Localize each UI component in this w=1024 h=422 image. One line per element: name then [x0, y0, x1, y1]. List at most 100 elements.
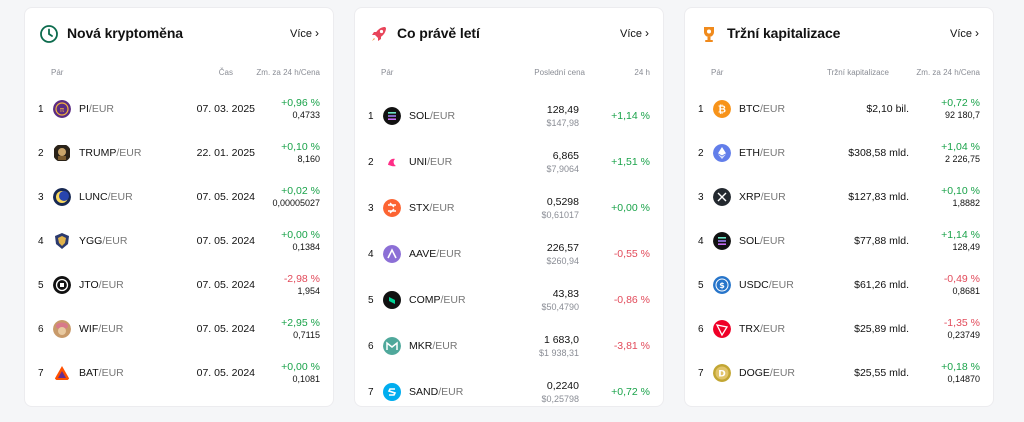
table-row[interactable]: 4 SOL/EUR $77,88 mld. +1,14 % 128,49 — [685, 219, 993, 263]
price: 0,8681 — [952, 286, 980, 296]
rank: 2 — [38, 148, 44, 159]
pair-base: PI — [79, 103, 89, 115]
pair-quote: /EUR — [436, 248, 462, 260]
rank: 3 — [38, 192, 44, 203]
listing-date: 22. 01. 2025 — [196, 147, 255, 159]
pair: USDC/EUR — [739, 279, 794, 291]
pair-quote: /EUR — [440, 294, 466, 306]
table-row[interactable]: 1 π PI/EUR 07. 03. 2025 +0,96 % 0,4733 — [25, 87, 333, 131]
price: 1,954 — [297, 286, 320, 296]
change-24h: +0,18 % — [941, 361, 980, 373]
chevron-right-icon: › — [645, 26, 649, 40]
pair-base: JTO — [79, 279, 99, 291]
usd-price: $147,98 — [546, 118, 579, 128]
more-link[interactable]: Více › — [620, 26, 649, 40]
svg-text:$: $ — [719, 281, 725, 290]
change-24h: +0,02 % — [281, 185, 320, 197]
table-row[interactable]: 3 XRP/EUR $127,83 mld. +0,10 % 1,8882 — [685, 175, 993, 219]
pair-quote: /EUR — [760, 103, 786, 115]
rank: 6 — [38, 324, 44, 335]
pair-quote: /EUR — [102, 235, 128, 247]
pair-quote: /EUR — [116, 147, 142, 159]
mkr-coin-icon — [383, 337, 401, 355]
change-24h: +0,96 % — [281, 97, 320, 109]
last-price: 226,57 — [546, 242, 579, 254]
price: 92 180,7 — [944, 110, 980, 120]
price: 8,160 — [297, 154, 320, 164]
btc-coin-icon: ₿ — [713, 100, 731, 118]
table-row[interactable]: 5 COMP/EUR 43,83 $50,4790 -0,86 % — [355, 278, 663, 322]
pair-base: TRUMP — [79, 147, 117, 159]
market-cap: $25,55 mld. — [854, 367, 909, 379]
rank: 6 — [698, 324, 704, 335]
pair: TRX/EUR — [739, 323, 785, 335]
pair: AAVE/EUR — [409, 248, 461, 260]
last-price: 1 683,0 — [543, 334, 579, 346]
more-label: Více — [619, 28, 642, 40]
table-row[interactable]: 2 UNI/EUR 6,865 $7,9064 +1,51 % — [355, 140, 663, 184]
column-header-pair: Pár — [711, 68, 724, 77]
table-row[interactable]: 2 TRUMP/EUR 22. 01. 2025 +0,10 % 8,160 — [25, 131, 333, 175]
card-title: Nová kryptoměna — [67, 25, 183, 41]
change-24h: -0,55 % — [613, 248, 650, 260]
table-row[interactable]: 1 SOL/EUR 128,49 $147,98 +1,14 % — [355, 94, 663, 138]
table-row[interactable]: 7 BAT/EUR 07. 05. 2024 +0,00 % 0,1081 — [25, 351, 333, 395]
table-row[interactable]: 7 SAND/EUR 0,2240 $0,25798 +0,72 % — [355, 370, 663, 414]
rank: 2 — [368, 157, 374, 168]
clock-icon — [40, 25, 58, 43]
market-cap: $25,89 mld. — [854, 323, 909, 335]
card-title: Tržní kapitalizace — [727, 25, 841, 41]
change-24h: -1,35 % — [943, 317, 980, 329]
table-row[interactable]: 4 YGG/EUR 07. 05. 2024 +0,00 % 0,1384 — [25, 219, 333, 263]
more-link[interactable]: Více › — [290, 26, 319, 40]
chevron-right-icon: › — [315, 26, 319, 40]
change-24h: -0,49 % — [943, 273, 980, 285]
usd-price: $0,25798 — [541, 394, 579, 404]
change-24h: +1,04 % — [941, 141, 980, 153]
trump-coin-icon — [54, 145, 70, 161]
svg-text:π: π — [60, 106, 65, 114]
table-row[interactable]: 6 TRX/EUR $25,89 mld. -1,35 % 0,23749 — [685, 307, 993, 351]
table-row[interactable]: 6 WIF/EUR 07. 05. 2024 +2,95 % 0,7115 — [25, 307, 333, 351]
table-row[interactable]: 3 LUNC/EUR 07. 05. 2024 +0,02 % 0,000050… — [25, 175, 333, 219]
pair-quote: /EUR — [429, 202, 455, 214]
pair: SOL/EUR — [409, 110, 455, 122]
table-row[interactable]: 3 STX/EUR 0,5298 $0,61017 +0,00 % — [355, 186, 663, 230]
xrp-coin-icon — [713, 188, 731, 206]
rank: 7 — [38, 368, 44, 379]
last-price: 128,49 — [546, 104, 579, 116]
pair: UNI/EUR — [409, 156, 452, 168]
column-header-last-price: Poslední cena — [534, 68, 585, 77]
table-row[interactable]: 2 ETH/EUR $308,58 mld. +1,04 % 2 226,75 — [685, 131, 993, 175]
wif-coin-icon — [53, 320, 71, 338]
pair-quote: /EUR — [760, 191, 786, 203]
rocket-icon — [372, 27, 386, 41]
price: 128,49 — [952, 242, 980, 252]
card-header: Co právě letí Více › — [355, 8, 663, 58]
more-link[interactable]: Více › — [950, 26, 979, 40]
svg-text:₿: ₿ — [718, 104, 726, 116]
column-header-pair: Pár — [381, 68, 394, 77]
change-24h: +1,51 % — [611, 156, 650, 168]
table-row[interactable]: 6 MKR/EUR 1 683,0 $1 938,31 -3,81 % — [355, 324, 663, 368]
table-row[interactable]: 5 $ USDC/EUR $61,26 mld. -0,49 % 0,8681 — [685, 263, 993, 307]
pair: ETH/EUR — [739, 147, 785, 159]
pair-quote: /EUR — [760, 147, 786, 159]
pair: SAND/EUR — [409, 386, 463, 398]
usd-price: $50,4790 — [541, 302, 579, 312]
card-title: Co právě letí — [397, 25, 480, 41]
jto-coin-icon — [53, 276, 71, 294]
rank: 4 — [38, 236, 44, 247]
table-row[interactable]: 1 ₿ BTC/EUR $2,10 bil. +0,72 % 92 180,7 — [685, 87, 993, 131]
last-price: 0,2240 — [546, 380, 579, 392]
table-row[interactable]: 7 D DOGE/EUR $25,55 mld. +0,18 % 0,14870 — [685, 351, 993, 395]
lunc-coin-icon — [53, 188, 71, 206]
pair-base: SAND — [409, 386, 439, 398]
pair-quote: /EUR — [768, 279, 794, 291]
table-row[interactable]: 4 AAVE/EUR 226,57 $260,94 -0,55 % — [355, 232, 663, 276]
sol-coin-icon — [713, 232, 731, 250]
table-row[interactable]: 5 JTO/EUR 07. 05. 2024 -2,98 % 1,954 — [25, 263, 333, 307]
pair-base: XRP — [739, 191, 761, 203]
change-24h: +0,00 % — [281, 229, 320, 241]
rank: 2 — [698, 148, 704, 159]
